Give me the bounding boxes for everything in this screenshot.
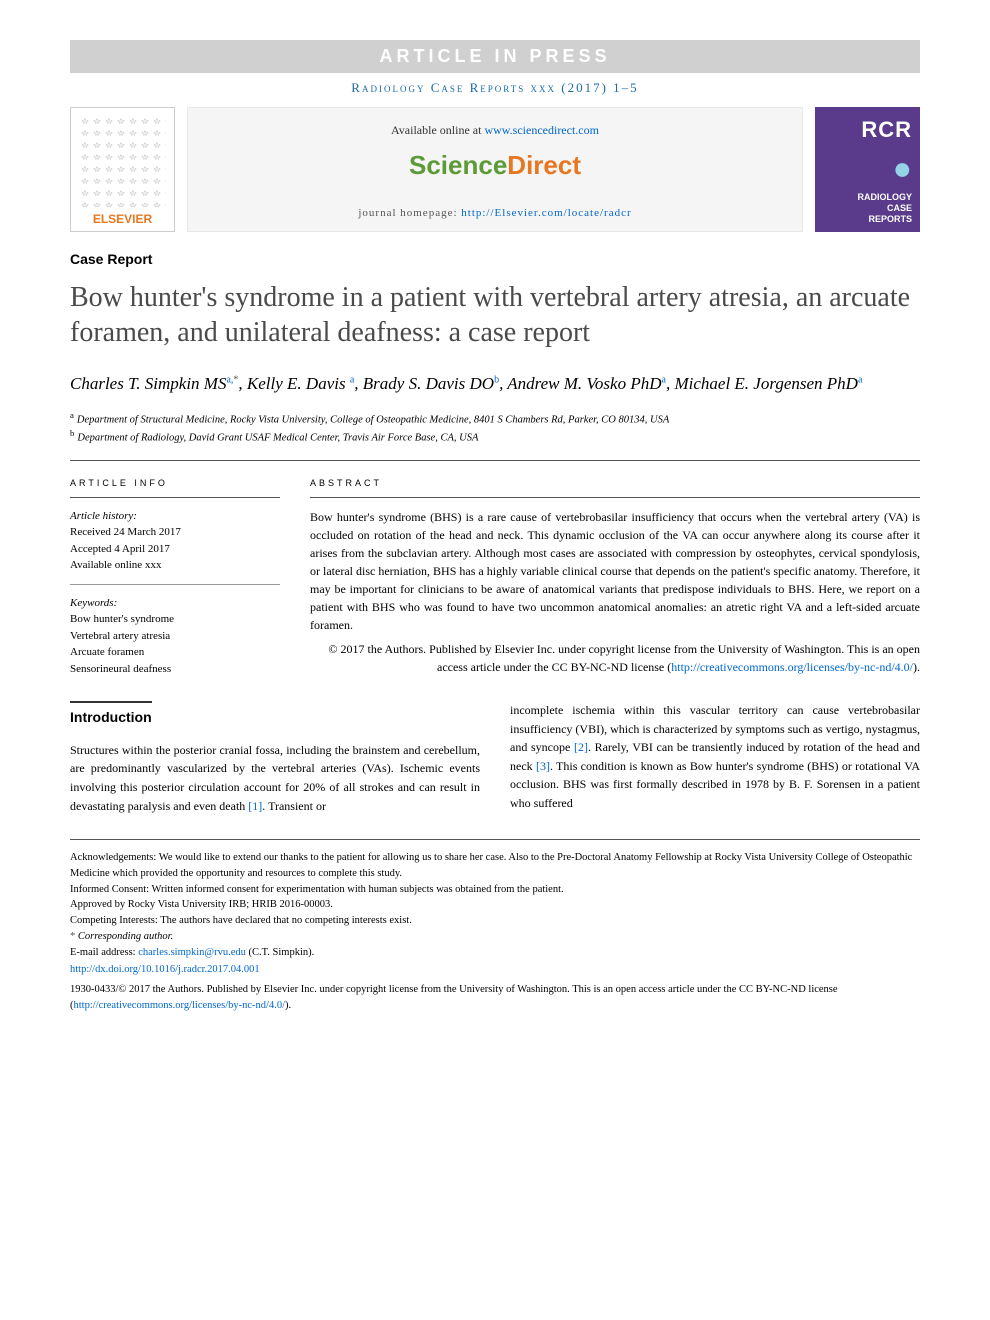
keyword-2: Vertebral artery atresia	[70, 628, 280, 645]
author-3: Brady S. Davis DO	[363, 374, 494, 393]
info-abstract-row: ARTICLE INFO Article history: Received 2…	[70, 477, 920, 677]
competing-interests-line: Competing Interests: The authors have de…	[70, 913, 920, 929]
article-type: Case Report	[70, 250, 920, 270]
journal-homepage-line: journal homepage: http://Elsevier.com/lo…	[196, 206, 794, 221]
competing-text: The authors have declared that no compet…	[158, 915, 412, 926]
journal-cover-thumbnail: RCR ● RADIOLOGY CASE REPORTS	[815, 107, 920, 232]
abstract-column: ABSTRACT Bow hunter's syndrome (BHS) is …	[310, 477, 920, 677]
homepage-prefix: journal homepage:	[358, 207, 461, 219]
abstract-text: Bow hunter's syndrome (BHS) is a rare ca…	[310, 508, 920, 634]
online-date: Available online xxx	[70, 557, 280, 574]
sciencedirect-logo: ScienceDirect	[196, 147, 794, 183]
elsevier-tree-icon	[79, 116, 166, 207]
rcr-abbr: RCR	[823, 115, 912, 146]
author-1: Charles T. Simpkin MS	[70, 374, 226, 393]
article-info-heading: ARTICLE INFO	[70, 477, 280, 498]
elsevier-logo: ELSEVIER	[70, 107, 175, 232]
rcr-name-l2: CASE	[823, 203, 912, 214]
keyword-4: Sensorineural deafness	[70, 661, 280, 678]
informed-consent-line: Informed Consent: Written informed conse…	[70, 882, 920, 898]
header-center-panel: Available online at www.sciencedirect.co…	[187, 107, 803, 232]
sciencedirect-link[interactable]: www.sciencedirect.com	[484, 123, 599, 137]
affiliation-list: aDepartment of Structural Medicine, Rock…	[70, 409, 920, 446]
bottom-copyright: 1930-0433/© 2017 the Authors. Published …	[70, 982, 920, 1014]
ref-2-link[interactable]: [2]	[574, 740, 588, 754]
author-2-aff: a	[350, 374, 354, 385]
article-history-label: Article history:	[70, 508, 280, 525]
footer-cc-link[interactable]: http://creativecommons.org/licenses/by-n…	[74, 1000, 286, 1011]
author-5-aff: a	[858, 374, 862, 385]
corr-label: Corresponding author.	[75, 931, 173, 942]
ack-text: We would like to extend our thanks to th…	[70, 852, 912, 879]
abstract-copyright: © 2017 the Authors. Published by Elsevie…	[310, 640, 920, 676]
introduction-heading: Introduction	[70, 701, 152, 729]
corresponding-author-line: * Corresponding author.	[70, 929, 920, 945]
affiliation-b: bDepartment of Radiology, David Grant US…	[70, 427, 920, 446]
footer-copy-close: ).	[285, 1000, 291, 1011]
doi-line: http://dx.doi.org/10.1016/j.radcr.2017.0…	[70, 962, 920, 978]
email-line: E-mail address: charles.simpkin@rvu.edu …	[70, 945, 920, 961]
author-3-aff: b	[494, 374, 499, 385]
author-4: Andrew M. Vosko PhD	[507, 374, 661, 393]
consent-label: Informed Consent:	[70, 884, 149, 895]
sd-brand-part1: Science	[409, 150, 507, 180]
keyword-3: Arcuate foramen	[70, 644, 280, 661]
keywords-label: Keywords:	[70, 595, 280, 612]
rcr-circle-icon: ●	[823, 159, 912, 178]
irb-line: Approved by Rocky Vista University IRB; …	[70, 897, 920, 913]
avail-prefix: Available online at	[391, 123, 484, 137]
cc-license-link[interactable]: http://creativecommons.org/licenses/by-n…	[671, 660, 913, 674]
received-date: Received 24 March 2017	[70, 524, 280, 541]
email-link[interactable]: charles.simpkin@rvu.edu	[138, 947, 246, 958]
email-label: E-mail address:	[70, 947, 138, 958]
intro-right-end: . This condition is known as Bow hunter'…	[510, 759, 920, 810]
article-title: Bow hunter's syndrome in a patient with …	[70, 280, 920, 350]
footer-block: Acknowledgements: We would like to exten…	[70, 850, 920, 1014]
doi-link[interactable]: http://dx.doi.org/10.1016/j.radcr.2017.0…	[70, 964, 260, 975]
consent-text: Written informed consent for experimenta…	[149, 884, 564, 895]
email-suffix: (C.T. Simpkin).	[246, 947, 314, 958]
author-list: Charles T. Simpkin MSa,*, Kelly E. Davis…	[70, 372, 920, 397]
ref-3-link[interactable]: [3]	[536, 759, 550, 773]
affiliation-b-text: Department of Radiology, David Grant USA…	[77, 433, 478, 444]
footer-divider	[70, 839, 920, 840]
affiliation-a: aDepartment of Structural Medicine, Rock…	[70, 409, 920, 428]
intro-paragraph-right: incomplete ischemia within this vascular…	[510, 701, 920, 813]
elsevier-label: ELSEVIER	[93, 211, 152, 228]
author-4-aff: a	[662, 374, 666, 385]
available-online-line: Available online at www.sciencedirect.co…	[196, 122, 794, 139]
affiliation-a-text: Department of Structural Medicine, Rocky…	[77, 414, 669, 425]
header-row: ELSEVIER Available online at www.science…	[70, 107, 920, 232]
rcr-name-l3: REPORTS	[823, 214, 912, 225]
author-1-corr-star: *	[233, 374, 238, 385]
acknowledgements-line: Acknowledgements: We would like to exten…	[70, 850, 920, 882]
article-in-press-banner: ARTICLE IN PRESS	[70, 40, 920, 73]
divider	[70, 460, 920, 461]
body-columns: Introduction Structures within the poste…	[70, 701, 920, 815]
author-2: Kelly E. Davis	[247, 374, 350, 393]
copyright-close: ).	[913, 660, 920, 674]
accepted-date: Accepted 4 April 2017	[70, 541, 280, 558]
author-5: Michael E. Jorgensen PhD	[674, 374, 857, 393]
abstract-heading: ABSTRACT	[310, 477, 920, 498]
journal-homepage-link[interactable]: http://Elsevier.com/locate/radcr	[461, 207, 631, 219]
sd-brand-part2: Direct	[507, 150, 581, 180]
intro-left-end: . Transient or	[262, 799, 326, 813]
ack-label: Acknowledgements:	[70, 852, 156, 863]
competing-label: Competing Interests:	[70, 915, 158, 926]
journal-reference: Radiology Case Reports xxx (2017) 1–5	[70, 79, 920, 97]
intro-paragraph-left: Structures within the posterior cranial …	[70, 741, 480, 815]
info-separator	[70, 584, 280, 585]
keyword-1: Bow hunter's syndrome	[70, 611, 280, 628]
ref-1-link[interactable]: [1]	[248, 799, 262, 813]
article-info-column: ARTICLE INFO Article history: Received 2…	[70, 477, 280, 677]
rcr-fullname: RADIOLOGY CASE REPORTS	[823, 192, 912, 224]
rcr-name-l1: RADIOLOGY	[823, 192, 912, 203]
